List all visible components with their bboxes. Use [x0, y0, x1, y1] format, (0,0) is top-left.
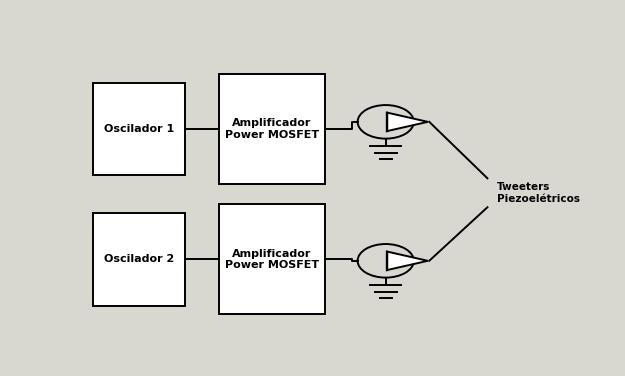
Text: Amplificador
Power MOSFET: Amplificador Power MOSFET: [225, 118, 319, 140]
Text: Amplificador
Power MOSFET: Amplificador Power MOSFET: [225, 249, 319, 270]
Polygon shape: [387, 252, 428, 270]
Polygon shape: [387, 112, 428, 131]
Bar: [92, 213, 185, 306]
Bar: [219, 205, 325, 314]
Bar: [92, 83, 185, 175]
Bar: [219, 74, 325, 184]
Text: Tweeters
Piezoelétricos: Tweeters Piezoelétricos: [497, 182, 580, 203]
Text: Oscilador 1: Oscilador 1: [104, 124, 174, 134]
Text: Oscilador 2: Oscilador 2: [104, 255, 174, 264]
